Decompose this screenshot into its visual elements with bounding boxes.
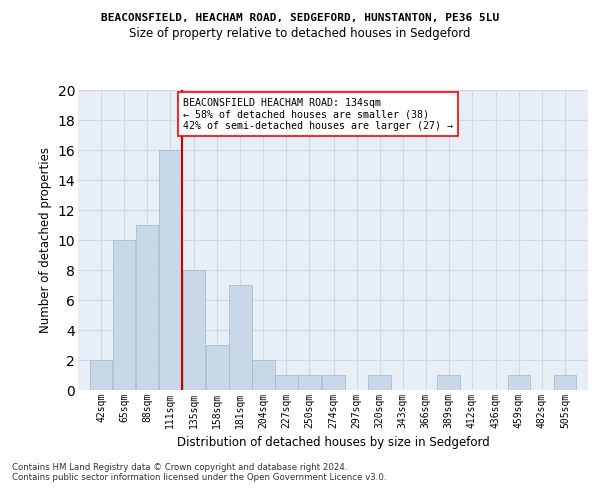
Y-axis label: Number of detached properties: Number of detached properties bbox=[39, 147, 52, 333]
Bar bbox=[136, 225, 158, 390]
Bar bbox=[437, 375, 460, 390]
Text: BEACONSFIELD, HEACHAM ROAD, SEDGEFORD, HUNSTANTON, PE36 5LU: BEACONSFIELD, HEACHAM ROAD, SEDGEFORD, H… bbox=[101, 12, 499, 22]
Text: Size of property relative to detached houses in Sedgeford: Size of property relative to detached ho… bbox=[129, 28, 471, 40]
Bar bbox=[554, 375, 576, 390]
Text: Contains public sector information licensed under the Open Government Licence v3: Contains public sector information licen… bbox=[12, 472, 386, 482]
Bar bbox=[298, 375, 321, 390]
X-axis label: Distribution of detached houses by size in Sedgeford: Distribution of detached houses by size … bbox=[176, 436, 490, 450]
Bar bbox=[113, 240, 136, 390]
Bar bbox=[275, 375, 298, 390]
Bar bbox=[90, 360, 112, 390]
Bar bbox=[322, 375, 345, 390]
Bar bbox=[159, 150, 181, 390]
Bar bbox=[508, 375, 530, 390]
Bar bbox=[183, 270, 205, 390]
Bar bbox=[229, 285, 251, 390]
Text: BEACONSFIELD HEACHAM ROAD: 134sqm
← 58% of detached houses are smaller (38)
42% : BEACONSFIELD HEACHAM ROAD: 134sqm ← 58% … bbox=[183, 98, 453, 130]
Bar bbox=[252, 360, 275, 390]
Bar bbox=[368, 375, 391, 390]
Text: Contains HM Land Registry data © Crown copyright and database right 2024.: Contains HM Land Registry data © Crown c… bbox=[12, 462, 347, 471]
Bar bbox=[206, 345, 229, 390]
